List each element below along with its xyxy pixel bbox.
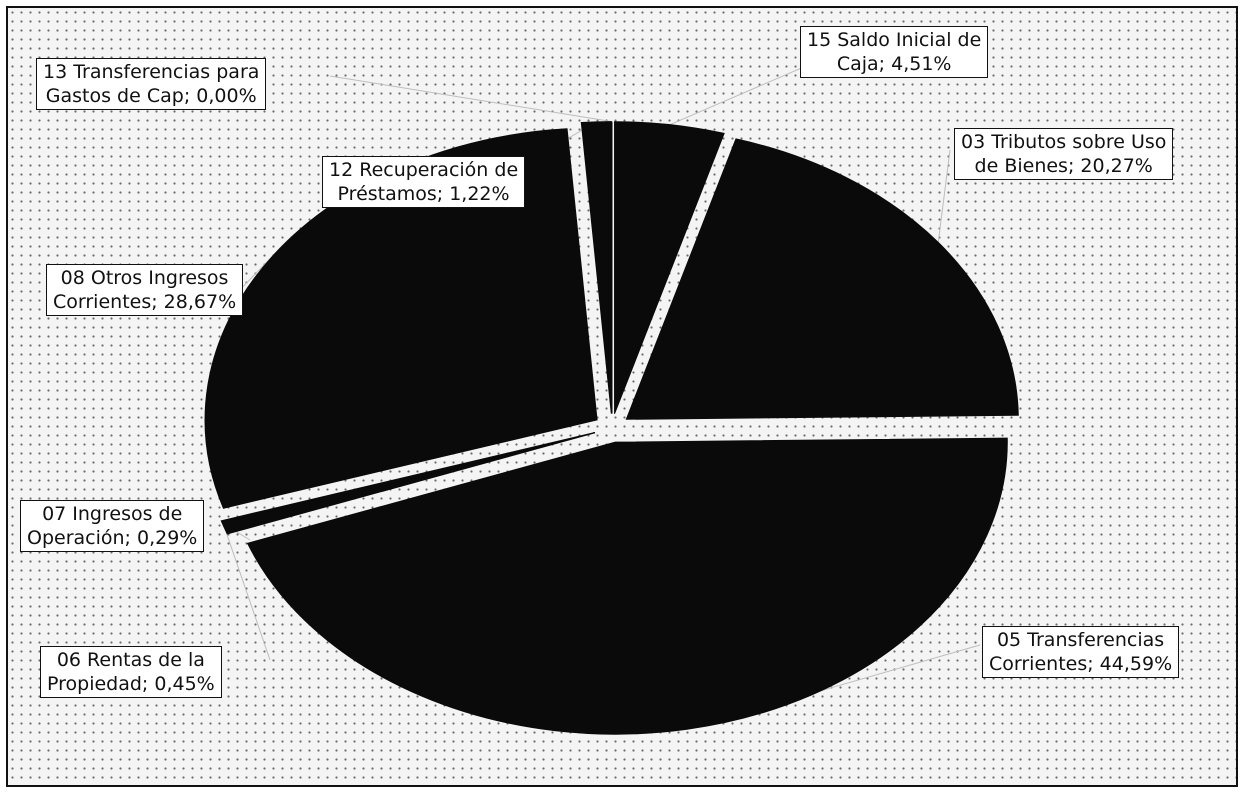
pie-slice-1	[625, 138, 1019, 420]
label-transferencias-corrientes: 05 Transferencias Corrientes; 44,59%	[982, 626, 1180, 678]
pie-slice-0	[614, 121, 725, 414]
pie-slices	[204, 121, 1019, 735]
leader-line-7	[329, 75, 613, 123]
leader-line-3	[224, 529, 271, 661]
label-tributos-uso-bienes: 03 Tributos sobre Uso de Bienes; 20,27%	[954, 128, 1174, 180]
label-transferencias-gastos-cap: 13 Transferencias para Gastos de Cap; 0,0…	[36, 58, 267, 110]
pie-slice-4	[220, 431, 596, 527]
pie-slice-2	[246, 437, 1008, 735]
label-ingresos-operacion: 07 Ingresos de Operación; 0,29%	[20, 500, 205, 552]
label-rentas-propiedad: 06 Rentas de la Propiedad; 0,45%	[40, 646, 222, 698]
label-recuperacion-prestamos: 12 Recuperación de Préstamos; 1,22%	[322, 156, 526, 208]
leader-line-0	[669, 59, 821, 126]
label-otros-ingresos-corrientes: 08 Otros Ingresos Corrientes; 28,67%	[46, 264, 244, 316]
pie-slice-6	[580, 121, 612, 414]
pie-slice-5	[204, 128, 598, 509]
label-saldo-inicial-caja: 15 Saldo Inicial de Caja; 4,51%	[800, 26, 989, 78]
leader-line-1	[937, 149, 951, 243]
